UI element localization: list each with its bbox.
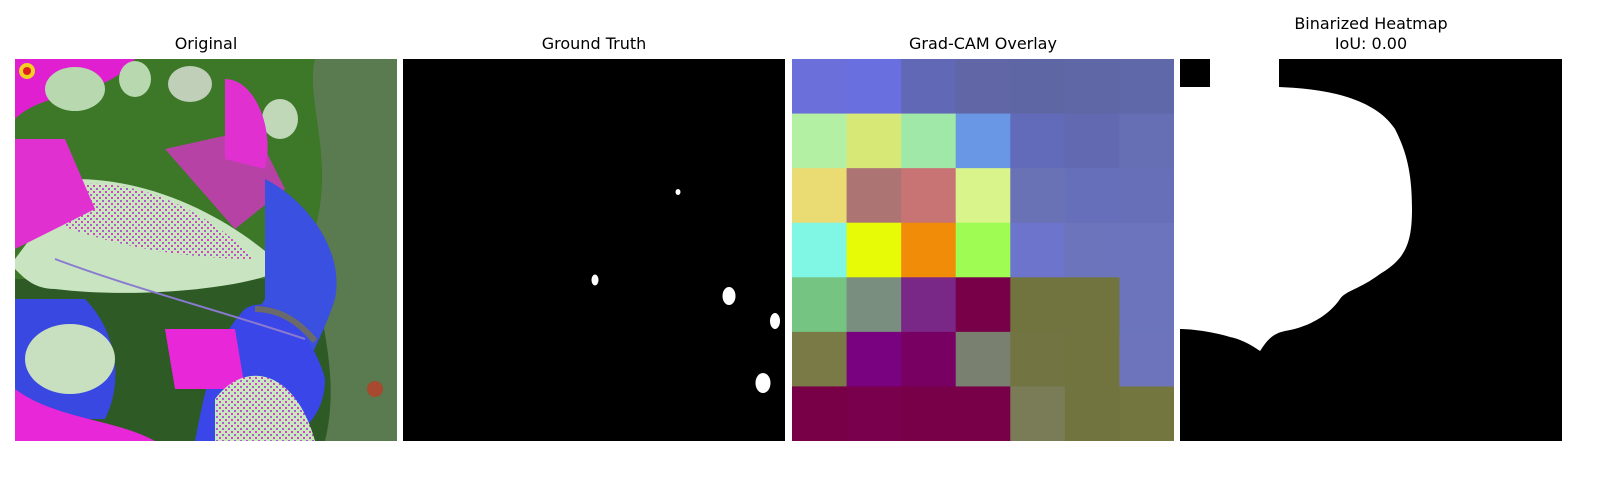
gradcam-cell-1-1 bbox=[846, 113, 902, 169]
ground-truth-title: Ground Truth bbox=[541, 34, 647, 53]
gradcam-cell-2-6 bbox=[1119, 168, 1174, 224]
gradcam-cell-0-3 bbox=[955, 59, 1011, 115]
gradcam-overlay bbox=[792, 59, 1174, 441]
gradcam-cell-2-5 bbox=[1064, 168, 1120, 224]
gradcam-cell-0-1 bbox=[846, 59, 902, 115]
gradcam-cell-4-6 bbox=[1119, 277, 1174, 333]
original-panel: Original bbox=[15, 0, 397, 500]
gradcam-cell-3-0 bbox=[792, 222, 848, 278]
gradcam-cell-4-3 bbox=[955, 277, 1011, 333]
gradcam-cell-5-3 bbox=[955, 331, 1011, 387]
ground-truth-svg bbox=[403, 59, 785, 441]
gradcam-cell-5-5 bbox=[1064, 331, 1120, 387]
gradcam-cell-1-3 bbox=[955, 113, 1011, 169]
binarized-mask bbox=[1180, 59, 1562, 441]
gradcam-grid-svg bbox=[792, 59, 1174, 441]
gradcam-cell-5-4 bbox=[1010, 331, 1066, 387]
gradcam-cell-6-0 bbox=[792, 386, 848, 441]
gradcam-cell-1-4 bbox=[1010, 113, 1066, 169]
ground-truth-mask bbox=[403, 59, 785, 441]
original-leaf-picture bbox=[15, 59, 397, 441]
gradcam-cell-3-2 bbox=[901, 222, 957, 278]
gradcam-cell-3-1 bbox=[846, 222, 902, 278]
gradcam-cell-3-3 bbox=[955, 222, 1011, 278]
gradcam-title: Grad-CAM Overlay bbox=[909, 34, 1057, 53]
iou-label: IoU: 0.00 bbox=[1334, 34, 1408, 53]
gradcam-cell-0-4 bbox=[1010, 59, 1066, 115]
gradcam-cell-2-1 bbox=[846, 168, 902, 224]
gradcam-cell-5-2 bbox=[901, 331, 957, 387]
gradcam-cell-1-2 bbox=[901, 113, 957, 169]
gradcam-cell-5-0 bbox=[792, 331, 848, 387]
binarized-title: Binarized Heatmap bbox=[1294, 14, 1448, 33]
gradcam-cell-5-1 bbox=[846, 331, 902, 387]
gradcam-cell-6-3 bbox=[955, 386, 1011, 441]
gradcam-cell-3-5 bbox=[1064, 222, 1120, 278]
gradcam-cell-4-2 bbox=[901, 277, 957, 333]
binarized-svg bbox=[1180, 59, 1562, 441]
gradcam-cell-0-5 bbox=[1064, 59, 1120, 115]
gradcam-panel: Grad-CAM Overlay bbox=[792, 0, 1174, 500]
gradcam-cell-4-0 bbox=[792, 277, 848, 333]
gradcam-cell-5-6 bbox=[1119, 331, 1174, 387]
gradcam-cell-2-3 bbox=[955, 168, 1011, 224]
ground-truth-panel: Ground Truth bbox=[403, 0, 785, 500]
gradcam-cell-4-4 bbox=[1010, 277, 1066, 333]
gradcam-cell-1-0 bbox=[792, 113, 848, 169]
gradcam-cell-0-0 bbox=[792, 59, 848, 115]
gradcam-cell-2-4 bbox=[1010, 168, 1066, 224]
gradcam-cell-2-0 bbox=[792, 168, 848, 224]
gradcam-cell-6-1 bbox=[846, 386, 902, 441]
gradcam-cell-1-6 bbox=[1119, 113, 1174, 169]
original-image bbox=[15, 59, 397, 441]
gradcam-cell-6-2 bbox=[901, 386, 957, 441]
gradcam-cell-2-2 bbox=[901, 168, 957, 224]
original-title: Original bbox=[174, 34, 238, 53]
gradcam-cell-0-2 bbox=[901, 59, 957, 115]
gradcam-cell-6-5 bbox=[1064, 386, 1120, 441]
gradcam-cell-3-4 bbox=[1010, 222, 1066, 278]
gradcam-cell-1-5 bbox=[1064, 113, 1120, 169]
gradcam-cell-4-5 bbox=[1064, 277, 1120, 333]
binarized-panel: Binarized Heatmap IoU: 0.00 bbox=[1180, 0, 1562, 500]
gradcam-cell-0-6 bbox=[1119, 59, 1174, 115]
gradcam-cell-4-1 bbox=[846, 277, 902, 333]
gradcam-cell-3-6 bbox=[1119, 222, 1174, 278]
gradcam-cell-6-6 bbox=[1119, 386, 1174, 441]
gradcam-cell-6-4 bbox=[1010, 386, 1066, 441]
